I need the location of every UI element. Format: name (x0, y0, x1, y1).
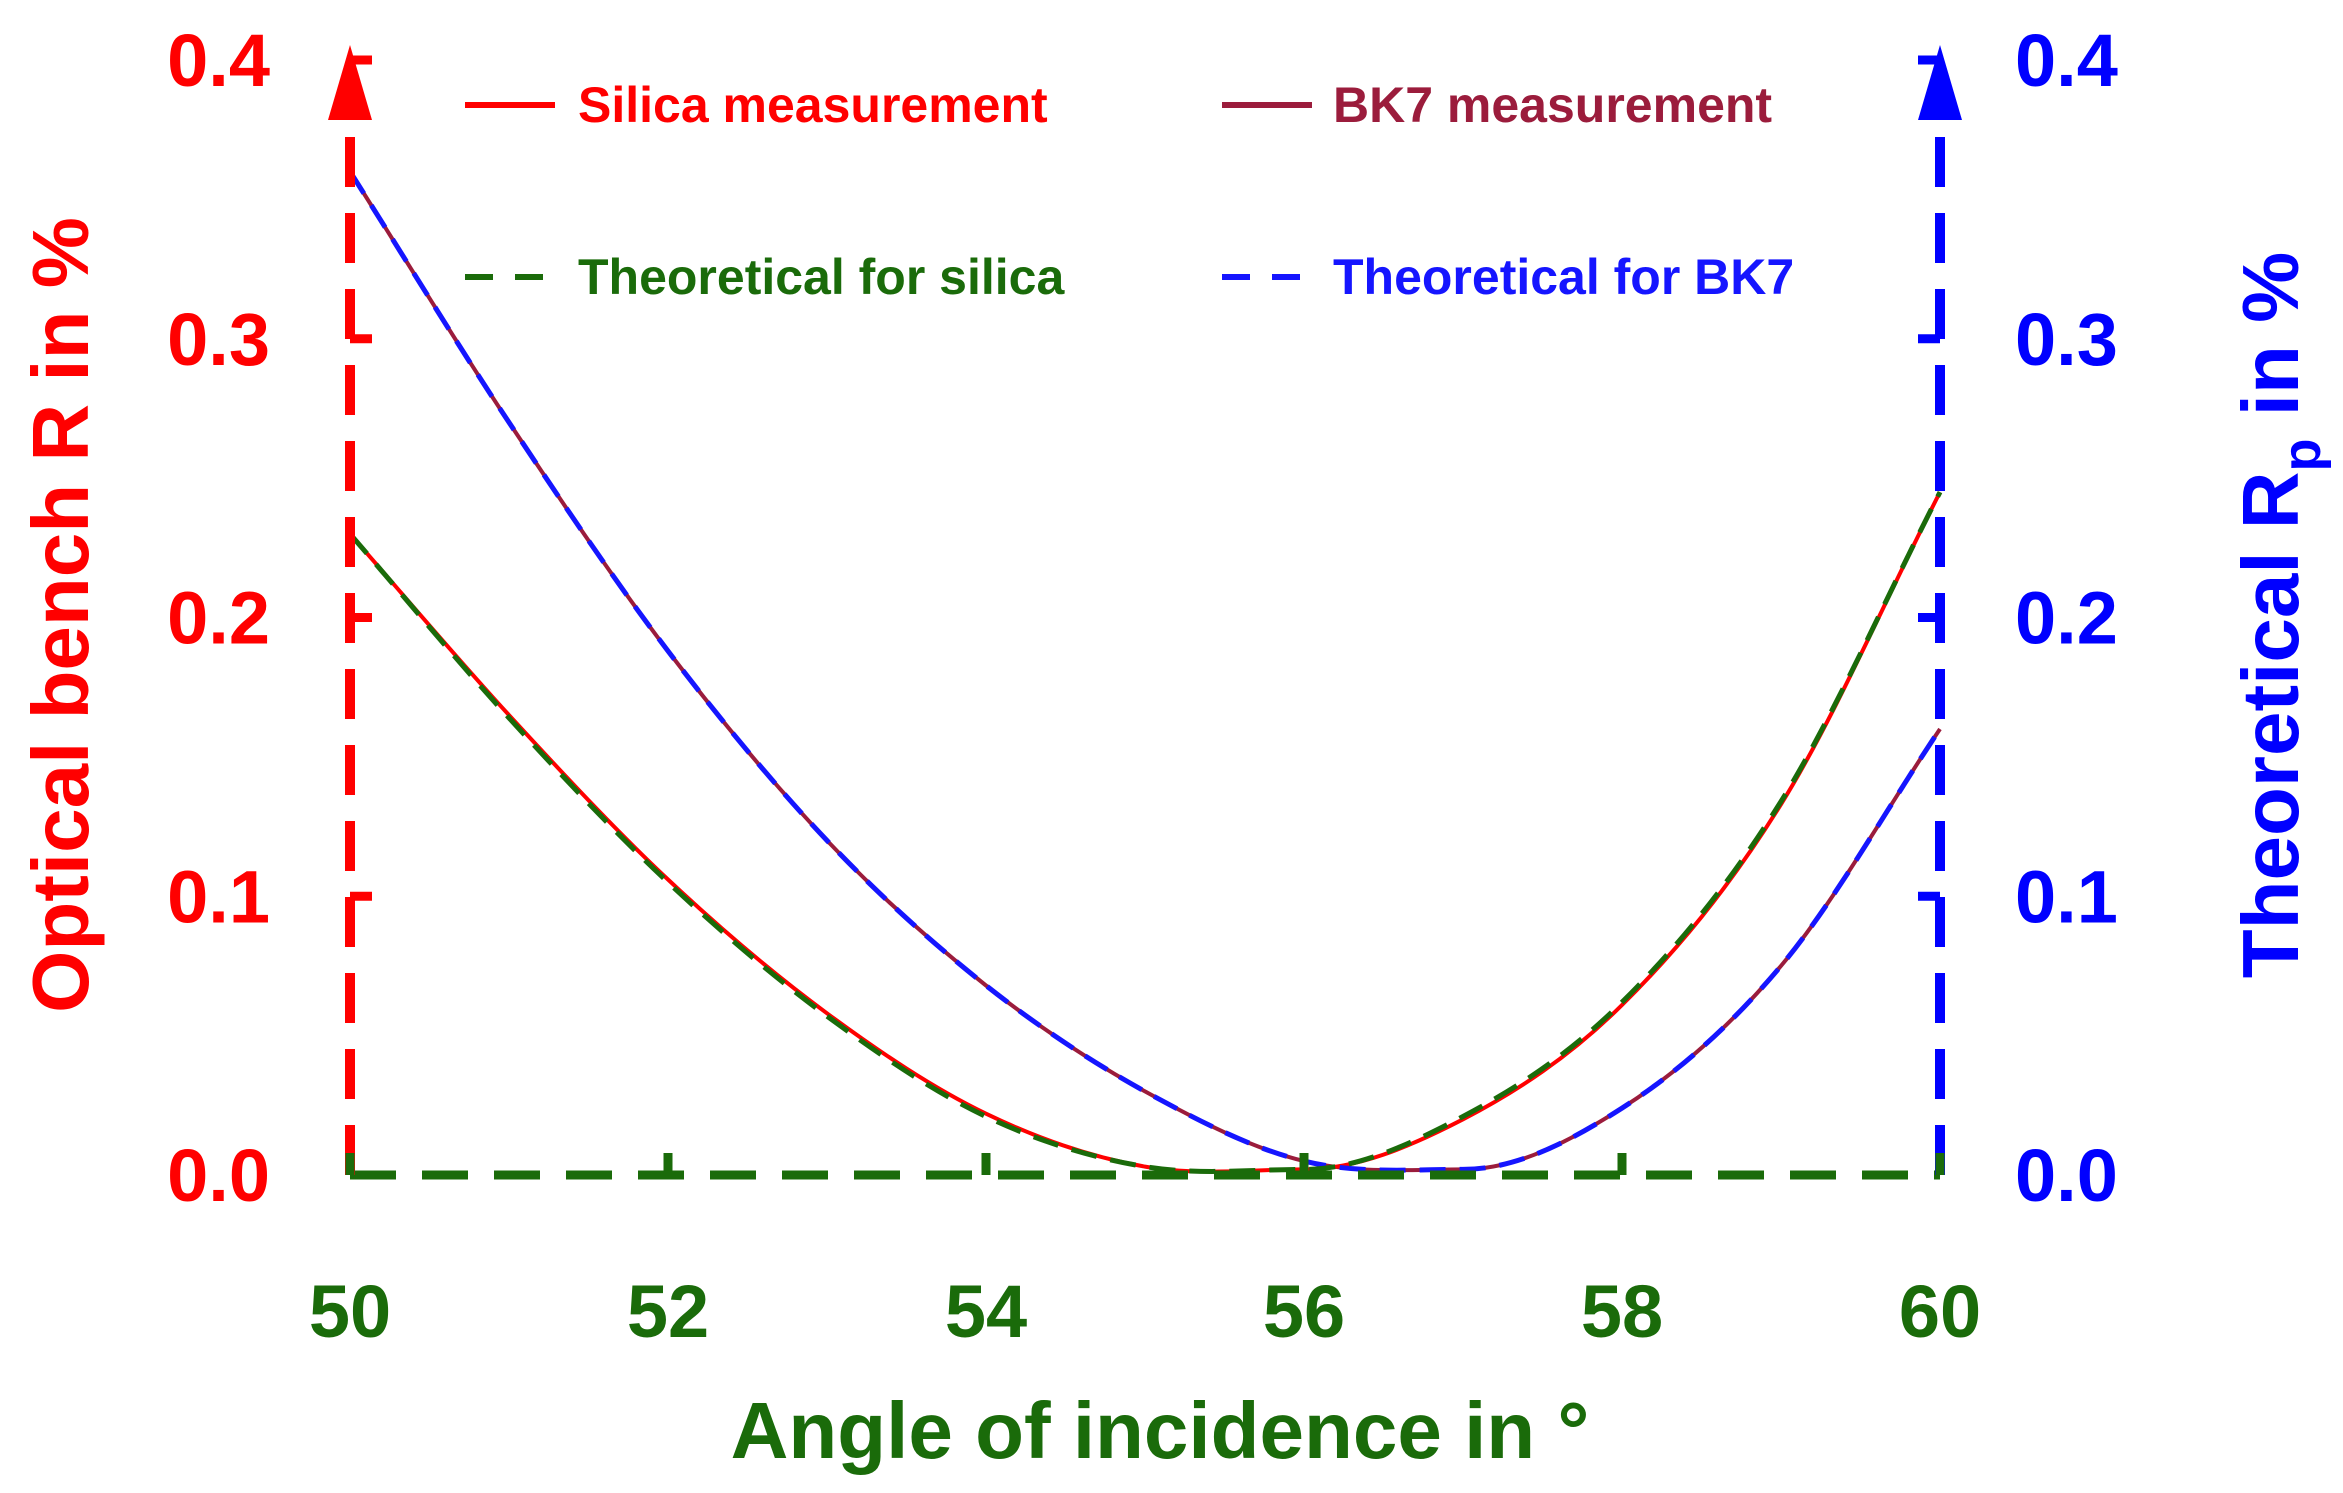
legend-label: BK7 measurement (1333, 77, 1772, 133)
series-line-theoretical-for-bk7 (347, 170, 1943, 1173)
y-axis-right-title-tail: in % (2226, 252, 2315, 439)
series-line-theoretical-for-silica (348, 490, 1943, 1174)
x-tick-label: 52 (627, 1270, 709, 1353)
legend-entry-theoretical-for-silica: Theoretical for silica (465, 249, 1065, 305)
series-line-silica-measurement (348, 491, 1942, 1174)
legend-entry-silica-measurement: Silica measurement (465, 77, 1048, 133)
x-tick-label: 58 (1581, 1270, 1663, 1353)
y-left-tick-label: 0.3 (167, 298, 270, 381)
x-tick-label: 50 (309, 1270, 391, 1353)
y-left-tick-label: 0.4 (167, 19, 270, 102)
y-axis-right-title-main: Theoretical R (2226, 471, 2315, 978)
x-tick-label: 56 (1263, 1270, 1345, 1353)
y-left-tick-label: 0.1 (167, 855, 270, 938)
y-axis-left-arrow-icon (328, 45, 372, 120)
y-axis-right-title-subscript: p (2272, 438, 2332, 471)
x-axis-title: Angle of incidence in ° (731, 1386, 1590, 1475)
y-right-tick-label: 0.1 (2015, 855, 2118, 938)
y-right-tick-label: 0.4 (2015, 19, 2118, 102)
y-right-tick-label: 0.0 (2015, 1134, 2118, 1217)
legend-entry-theoretical-for-bk7: Theoretical for BK7 (1222, 249, 1794, 305)
y-right-tick-label: 0.2 (2015, 577, 2118, 660)
legend-label: Silica measurement (578, 77, 1048, 133)
y-axis-left-title: Optical bench R in % (16, 217, 105, 1013)
y-left-tick-label: 0.0 (167, 1134, 270, 1217)
x-tick-label: 60 (1899, 1270, 1981, 1353)
y-axis-right-title: Theoretical Rp in % (2226, 252, 2332, 978)
y-left-tick-label: 0.2 (167, 577, 270, 660)
legend-label: Theoretical for BK7 (1333, 249, 1794, 305)
y-right-tick-label: 0.3 (2015, 298, 2118, 381)
y-axis-right-arrow-icon (1918, 45, 1962, 120)
chart-marks: 50 52 54 56 58 60 0.0 0.0 0.1 0.1 0.2 0.2 0.3 0.3 0.4 0… (16, 19, 2332, 1475)
legend-entry-bk7-measurement: BK7 measurement (1222, 77, 1772, 133)
legend-label: Theoretical for silica (578, 249, 1065, 305)
series-line-bk7-measurement (348, 170, 1942, 1173)
x-tick-label: 54 (945, 1270, 1027, 1353)
